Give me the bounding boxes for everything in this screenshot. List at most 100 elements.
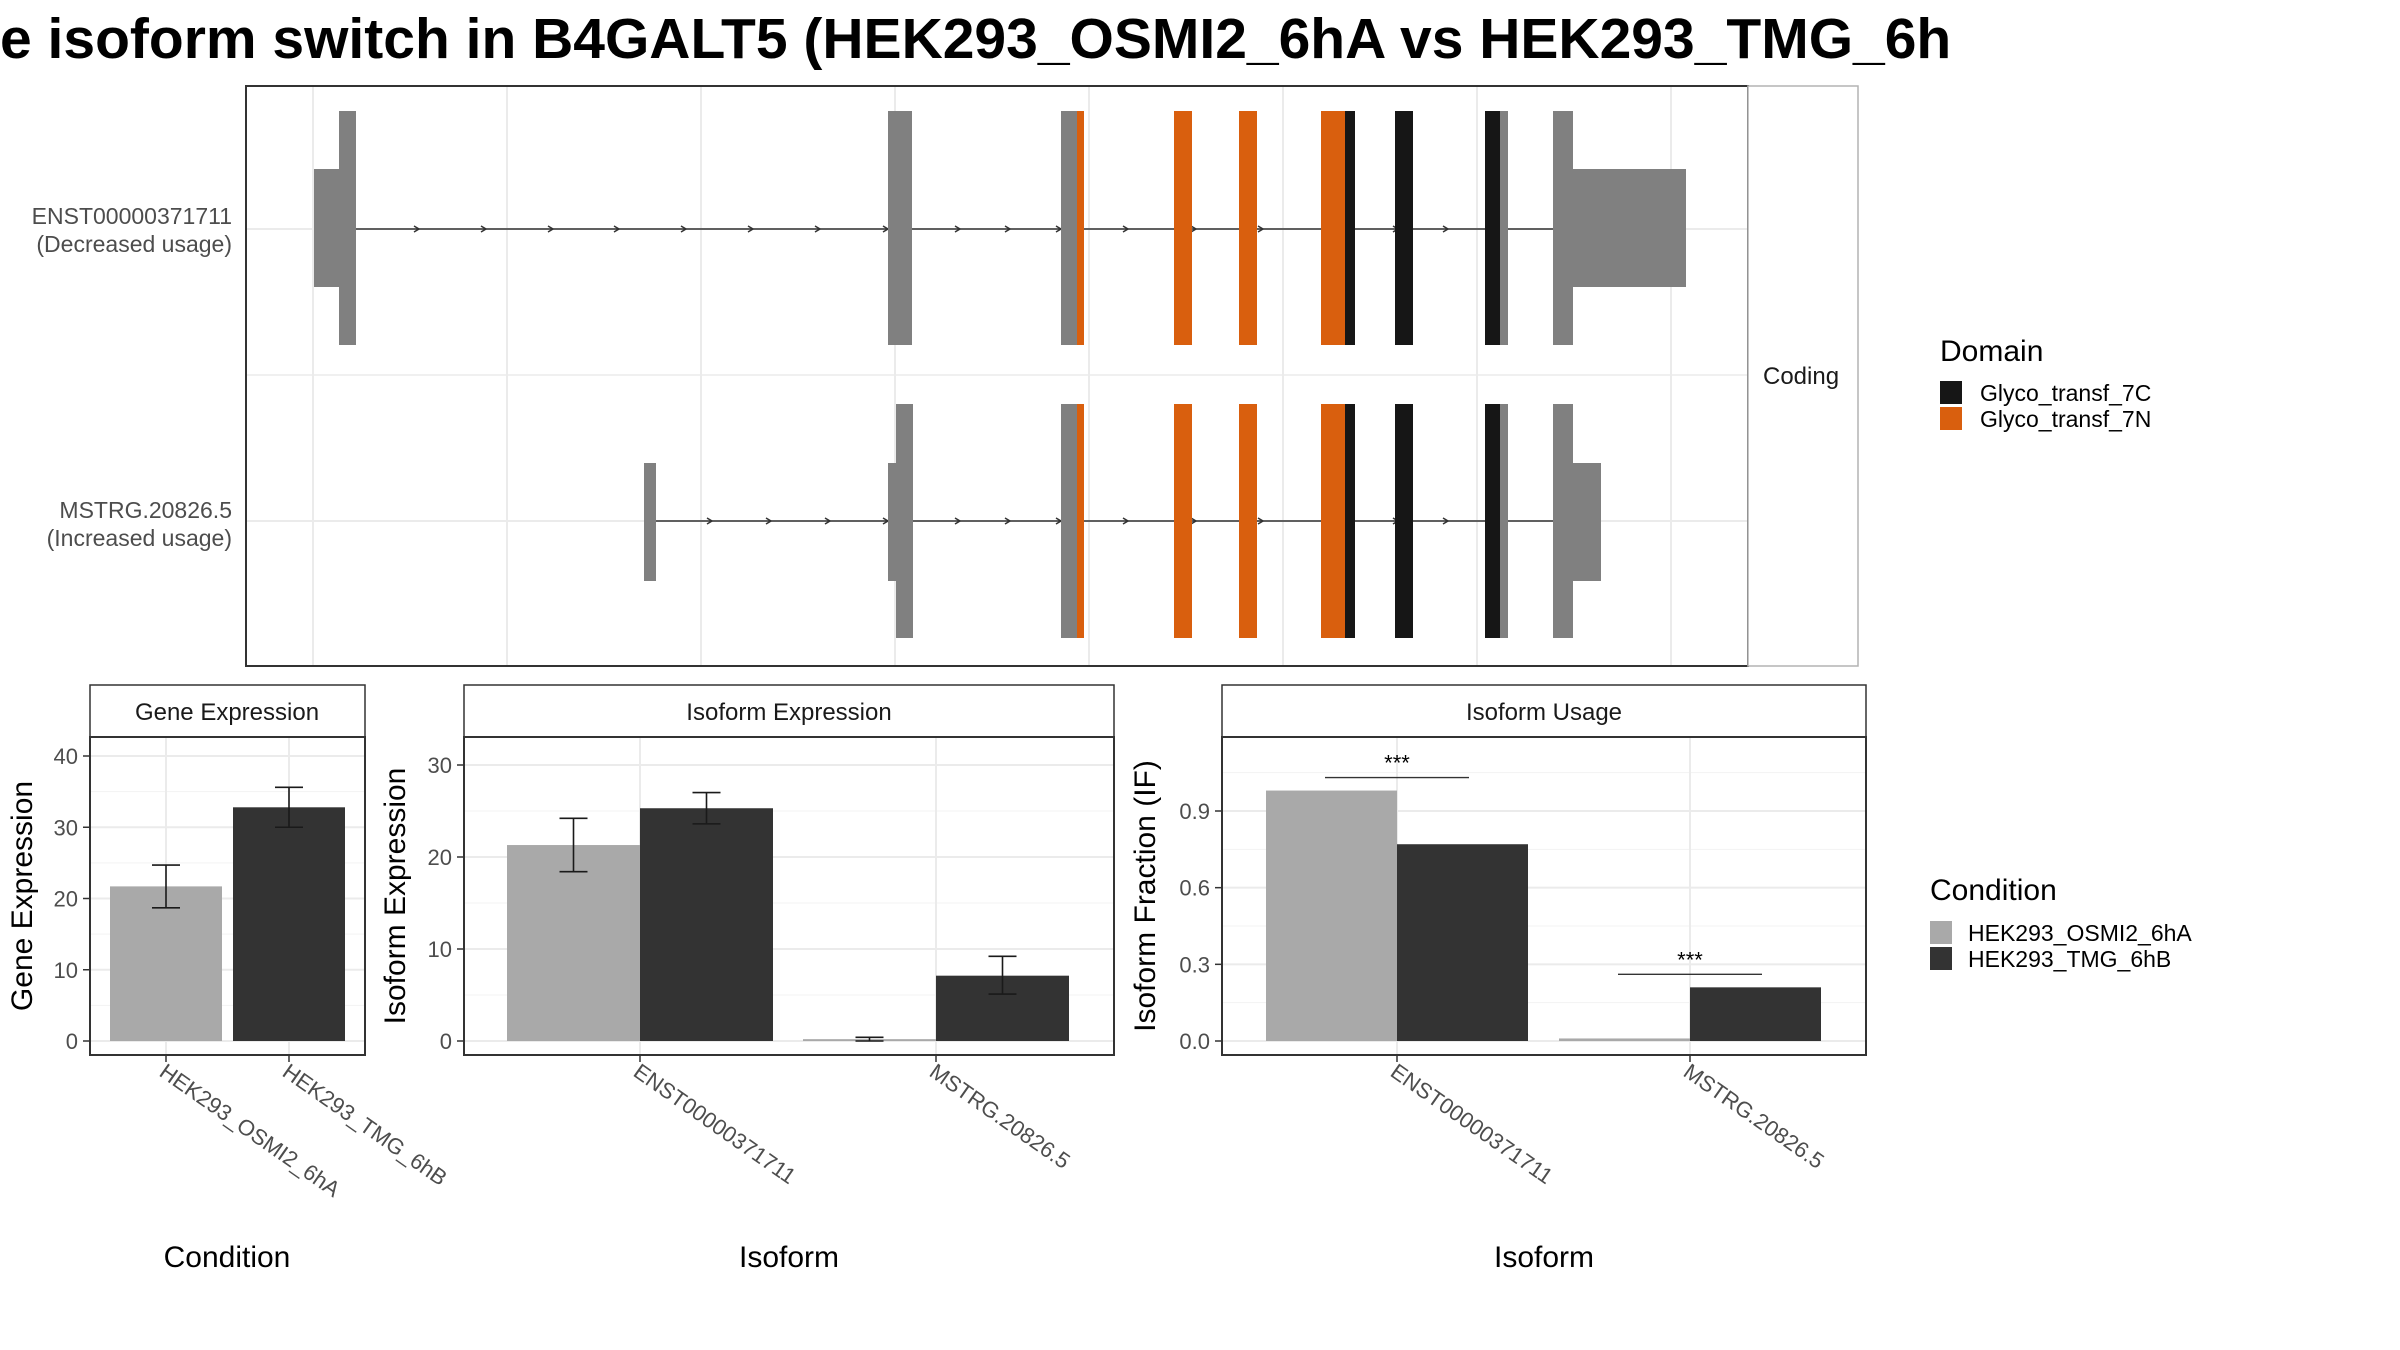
significance-label: *** xyxy=(1677,947,1703,972)
exon-block xyxy=(1500,404,1508,638)
y-tick-label: 0.6 xyxy=(1179,876,1210,901)
exon-block xyxy=(1573,463,1601,581)
bar xyxy=(233,807,345,1041)
x-tick-label: MSTRG.20826.5 xyxy=(1679,1059,1829,1174)
domain-legend-label-7C: Glyco_transf_7C xyxy=(1980,380,2151,406)
intron-direction-arrow xyxy=(747,225,755,233)
condition-legend-swatch-tmg xyxy=(1930,947,1952,970)
domain-glyco-transf-7C xyxy=(1485,111,1500,345)
domain-glyco-transf-7N xyxy=(1239,404,1257,638)
isoform-expression-x-ticks: ENST00000371711 MSTRG.20826.5 xyxy=(629,1055,1075,1189)
exon-block xyxy=(314,169,339,287)
condition-legend-title: Condition xyxy=(1930,874,2057,907)
isoform-usage-bars xyxy=(1266,790,1821,1041)
isoform-expression-panel: Isoform Expression 0 10 20 30 ENST000003717… xyxy=(379,684,1115,1274)
y-tick-label: 0.0 xyxy=(1179,1029,1210,1054)
bar xyxy=(640,808,773,1041)
intron-direction-arrow xyxy=(765,517,773,525)
bar xyxy=(1266,790,1397,1041)
coding-strip-label: Coding xyxy=(1763,363,1839,390)
intron-direction-arrow xyxy=(547,225,555,233)
isoform-usage-strip xyxy=(1221,684,1867,738)
exon-block xyxy=(1573,169,1686,287)
coding-strip xyxy=(1747,85,1859,667)
intron-direction-arrow xyxy=(1257,225,1265,233)
condition-legend-label-osmi: HEK293_OSMI2_6hA xyxy=(1968,920,2192,946)
exon-block xyxy=(1061,404,1077,638)
domain-glyco-transf-7N xyxy=(1174,404,1192,638)
exon-block xyxy=(896,404,913,638)
bar xyxy=(1690,987,1821,1041)
gene-expression-strip-label: Gene Expression xyxy=(135,699,319,726)
isoform-expression-strip xyxy=(463,684,1115,738)
gene-expression-y-title: Gene Expression xyxy=(6,781,39,1011)
domain-glyco-transf-7N xyxy=(1321,111,1345,345)
exon-block xyxy=(1061,111,1077,345)
isoform-expression-x-title: Isoform xyxy=(739,1241,839,1274)
page-title: e isoform switch in B4GALT5 (HEK293_OSMI… xyxy=(0,7,1951,71)
isoform-expression-strip-label: Isoform Expression xyxy=(686,699,891,726)
domain-glyco-transf-7N xyxy=(1077,111,1084,345)
transcript-1-label: ENST00000371711 xyxy=(32,203,232,229)
x-tick-label: ENST00000371711 xyxy=(1386,1059,1557,1189)
intron-direction-arrow xyxy=(1190,517,1198,525)
y-tick-label: 0 xyxy=(440,1029,452,1054)
bar xyxy=(1397,844,1528,1041)
isoform-usage-y-title: Isoform Fraction (IF) xyxy=(1129,760,1162,1032)
domain-legend-label-7N: Glyco_transf_7N xyxy=(1980,406,2151,432)
y-tick-label: 0 xyxy=(66,1029,78,1054)
y-tick-label: 10 xyxy=(54,958,78,983)
bar xyxy=(507,845,640,1041)
domain-glyco-transf-7C xyxy=(1485,404,1500,638)
exon-block xyxy=(1553,404,1573,638)
bar xyxy=(1559,1038,1690,1041)
domain-glyco-transf-7C xyxy=(1395,404,1413,638)
intron-direction-arrow xyxy=(613,225,621,233)
intron-direction-arrow xyxy=(824,517,832,525)
domain-glyco-transf-7C xyxy=(1345,404,1355,638)
intron-direction-arrow xyxy=(814,225,822,233)
condition-legend-swatch-osmi xyxy=(1930,921,1952,944)
isoform-expression-y-title: Isoform Expression xyxy=(379,768,412,1025)
intron-direction-arrow xyxy=(706,517,714,525)
domain-legend-swatch-7C xyxy=(1940,381,1962,404)
isoform-usage-x-ticks: ENST00000371711 MSTRG.20826.5 xyxy=(1386,1055,1829,1189)
x-tick-label: MSTRG.20826.5 xyxy=(925,1059,1075,1174)
intron-direction-arrow xyxy=(1442,517,1450,525)
isoform-expression-bars xyxy=(507,791,1069,1042)
isoform-usage-x-title: Isoform xyxy=(1494,1241,1594,1274)
domain-legend: Domain Glyco_transf_7C Glyco_transf_7N xyxy=(1940,335,2151,432)
intron-direction-arrow xyxy=(954,225,962,233)
intron-direction-arrow xyxy=(1190,225,1198,233)
y-tick-label: 30 xyxy=(54,815,78,840)
isoform-usage-strip-label: Isoform Usage xyxy=(1466,699,1622,726)
exon-block xyxy=(1553,111,1573,345)
gene-expression-strip xyxy=(89,684,366,738)
intron-direction-arrow xyxy=(1122,225,1130,233)
gene-expression-x-title: Condition xyxy=(164,1241,291,1274)
exon-block xyxy=(644,463,656,581)
exon-block xyxy=(339,111,356,345)
gene-expression-panel-border xyxy=(89,736,366,1056)
gene-expression-bars xyxy=(110,786,345,1041)
isoform-usage-significance: *** *** xyxy=(1325,751,1762,975)
x-tick-label: ENST00000371711 xyxy=(629,1059,800,1189)
y-tick-label: 0.9 xyxy=(1179,799,1210,824)
domain-glyco-transf-7N xyxy=(1174,111,1192,345)
isoform-usage-y-ticks: 0.0 0.3 0.6 0.9 xyxy=(1179,799,1222,1054)
y-tick-label: 10 xyxy=(428,937,452,962)
y-tick-label: 40 xyxy=(54,744,78,769)
structure-tracks xyxy=(314,111,1686,638)
y-tick-label: 20 xyxy=(54,887,78,912)
domain-glyco-transf-7C xyxy=(1345,111,1355,345)
domain-glyco-transf-7N xyxy=(1077,404,1084,638)
bar xyxy=(110,886,222,1041)
isoform-expression-panel-border xyxy=(463,736,1115,1056)
domain-glyco-transf-7N xyxy=(1321,404,1345,638)
transcript-2-usage-label: (Increased usage) xyxy=(47,525,232,551)
y-tick-label: 0.3 xyxy=(1179,952,1210,977)
isoform-usage-panel-border xyxy=(1221,736,1867,1056)
isoform-usage-panel: Isoform Usage 0.0 0.3 0.6 0.9 ENST000003717… xyxy=(1129,684,1867,1274)
exon-block xyxy=(888,111,912,345)
significance-label: *** xyxy=(1384,751,1410,776)
